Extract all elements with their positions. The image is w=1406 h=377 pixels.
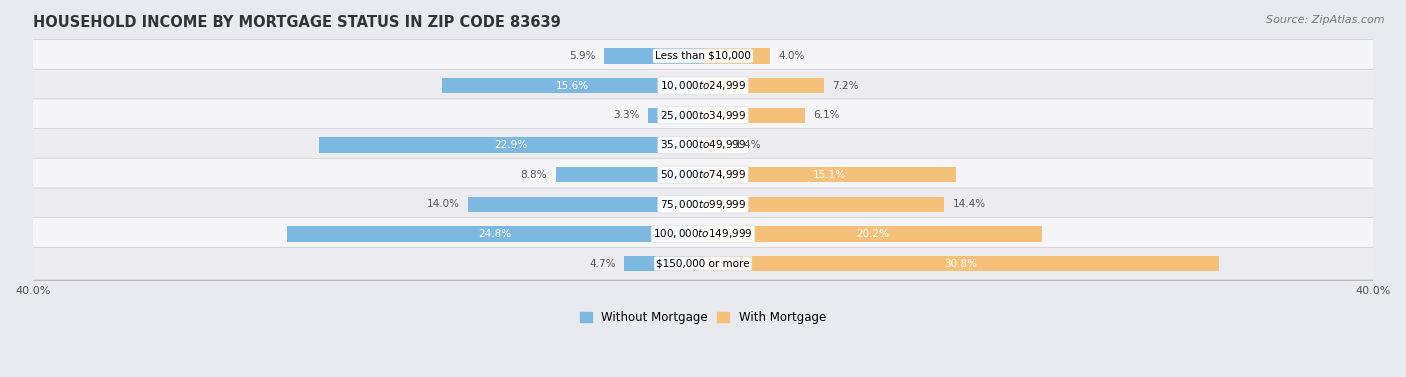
Text: $50,000 to $74,999: $50,000 to $74,999 — [659, 168, 747, 181]
Bar — [441, 78, 703, 93]
Bar — [703, 78, 824, 93]
Bar — [624, 256, 703, 271]
FancyBboxPatch shape — [24, 218, 1382, 250]
Text: 4.0%: 4.0% — [779, 51, 804, 61]
FancyBboxPatch shape — [24, 69, 1382, 102]
FancyBboxPatch shape — [24, 188, 1382, 221]
Text: $100,000 to $149,999: $100,000 to $149,999 — [654, 227, 752, 241]
Bar — [703, 256, 1219, 271]
FancyBboxPatch shape — [24, 158, 1382, 191]
FancyBboxPatch shape — [24, 129, 1382, 161]
FancyBboxPatch shape — [24, 247, 1382, 280]
Text: $150,000 or more: $150,000 or more — [657, 259, 749, 269]
Text: 3.3%: 3.3% — [613, 110, 640, 120]
Text: 22.9%: 22.9% — [495, 140, 527, 150]
Bar — [319, 137, 703, 153]
Text: 15.6%: 15.6% — [555, 81, 589, 90]
Text: 24.8%: 24.8% — [478, 229, 512, 239]
Bar — [648, 107, 703, 123]
FancyBboxPatch shape — [24, 99, 1382, 132]
Bar — [703, 167, 956, 182]
Text: 15.1%: 15.1% — [813, 170, 846, 179]
Bar — [605, 48, 703, 64]
Bar — [703, 107, 806, 123]
Bar — [287, 226, 703, 242]
FancyBboxPatch shape — [24, 40, 1382, 72]
Text: Source: ZipAtlas.com: Source: ZipAtlas.com — [1267, 15, 1385, 25]
Text: 14.4%: 14.4% — [953, 199, 986, 209]
Text: $10,000 to $24,999: $10,000 to $24,999 — [659, 79, 747, 92]
Bar — [468, 196, 703, 212]
Text: 5.9%: 5.9% — [569, 51, 596, 61]
Text: 1.4%: 1.4% — [735, 140, 761, 150]
Text: 7.2%: 7.2% — [832, 81, 859, 90]
Text: 8.8%: 8.8% — [520, 170, 547, 179]
Text: $35,000 to $49,999: $35,000 to $49,999 — [659, 138, 747, 152]
Text: 6.1%: 6.1% — [814, 110, 841, 120]
Text: Less than $10,000: Less than $10,000 — [655, 51, 751, 61]
Text: 20.2%: 20.2% — [856, 229, 889, 239]
Legend: Without Mortgage, With Mortgage: Without Mortgage, With Mortgage — [575, 307, 831, 329]
Bar — [703, 196, 945, 212]
Bar — [555, 167, 703, 182]
Bar — [703, 226, 1042, 242]
Text: 14.0%: 14.0% — [427, 199, 460, 209]
Text: $25,000 to $34,999: $25,000 to $34,999 — [659, 109, 747, 122]
Text: $75,000 to $99,999: $75,000 to $99,999 — [659, 198, 747, 211]
Text: HOUSEHOLD INCOME BY MORTGAGE STATUS IN ZIP CODE 83639: HOUSEHOLD INCOME BY MORTGAGE STATUS IN Z… — [32, 15, 561, 30]
Text: 4.7%: 4.7% — [589, 259, 616, 269]
Text: 30.8%: 30.8% — [945, 259, 977, 269]
Bar — [703, 48, 770, 64]
Bar — [703, 137, 727, 153]
